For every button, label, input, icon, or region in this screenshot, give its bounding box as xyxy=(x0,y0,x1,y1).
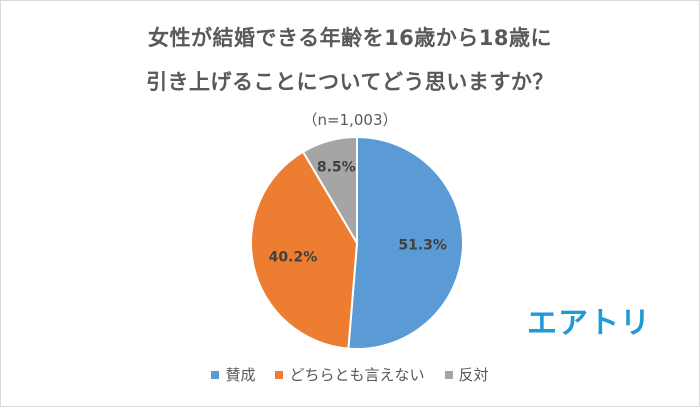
pie-slice-label-2: 8.5% xyxy=(317,159,356,175)
pie-slice-2 xyxy=(301,135,358,247)
chart-title-line-2: 引き上げることについてどう思いますか？ xyxy=(146,70,554,94)
chart-title-line-1: 女性が結婚できる年齢を16歳から18歳に xyxy=(147,26,553,50)
legend-swatch-2 xyxy=(444,370,453,379)
pie-slice-label-1: 40.2% xyxy=(269,250,318,266)
legend-label-2: 反対 xyxy=(458,366,489,384)
legend-label-0: 賛成 xyxy=(225,366,256,384)
legend-swatch-0 xyxy=(211,370,220,379)
pie-slice-label-0: 51.3% xyxy=(398,238,447,254)
pie-slice-0 xyxy=(347,135,464,350)
brand-logo: エアトリ xyxy=(527,306,651,341)
legend-swatch-1 xyxy=(275,370,284,379)
chart-subtitle: （n=1,003） xyxy=(302,111,398,129)
legend-label-1: どちらとも言えない xyxy=(289,366,425,384)
pie-slice-1 xyxy=(250,150,359,350)
chart-legend: 賛成 どちらとも言えない 反対 xyxy=(0,364,700,385)
legend-item-0: 賛成 xyxy=(211,364,255,385)
legend-item-2: 反対 xyxy=(444,364,489,385)
legend-item-1: どちらとも言えない xyxy=(275,364,425,385)
